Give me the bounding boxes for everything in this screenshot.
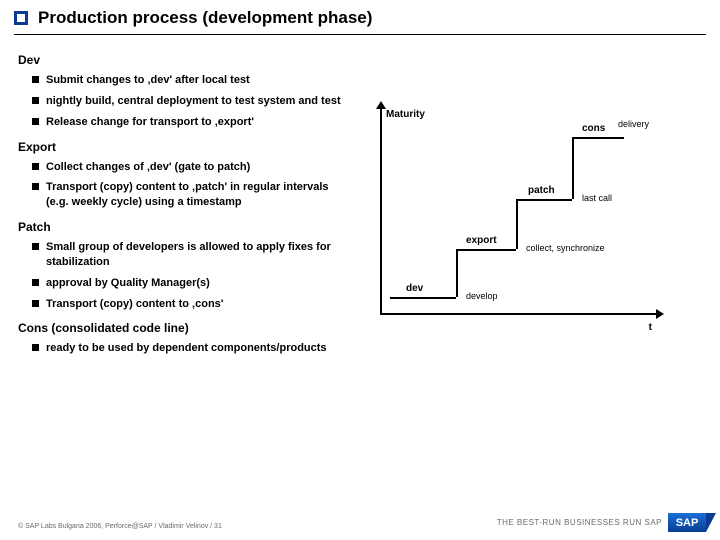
y-axis-label: Maturity <box>386 109 425 120</box>
content: Dev Submit changes to ‚dev' after local … <box>0 35 720 362</box>
riser-patch-cons <box>572 137 574 199</box>
brand-footer: THE BEST-RUN BUSINESSES RUN SAP SAP <box>497 513 706 532</box>
step-patch <box>516 199 572 201</box>
list-item: Transport (copy) content to ‚patch' in r… <box>32 180 348 210</box>
section-heading-dev: Dev <box>18 53 348 67</box>
annot-collect: collect, synchronize <box>526 243 605 253</box>
list-item: Release change for transport to ‚export' <box>32 115 348 130</box>
step-label-dev: dev <box>406 283 423 294</box>
right-column: Maturity t dev develop export collect, s… <box>348 53 688 362</box>
bullet-list-patch: Small group of developers is allowed to … <box>18 240 348 311</box>
left-column: Dev Submit changes to ‚dev' after local … <box>18 53 348 362</box>
list-item: Transport (copy) content to ‚cons' <box>32 297 348 312</box>
bullet-list-cons: ready to be used by dependent components… <box>18 341 348 356</box>
footer-text: © SAP Labs Bulgaria 2006, Perforce@SAP /… <box>18 523 222 530</box>
section-heading-cons: Cons (consolidated code line) <box>18 321 348 335</box>
bullet-list-export: Collect changes of ‚dev' (gate to patch)… <box>18 160 348 211</box>
step-dev <box>390 297 456 299</box>
list-item: Small group of developers is allowed to … <box>32 240 348 270</box>
annot-delivery: delivery <box>618 119 649 129</box>
riser-dev-export <box>456 249 458 297</box>
maturity-chart: Maturity t dev develop export collect, s… <box>356 109 656 339</box>
title-marker-icon <box>14 11 28 25</box>
page-title: Production process (development phase) <box>38 8 372 28</box>
x-axis-label: t <box>649 322 652 333</box>
sap-logo-icon: SAP <box>668 513 706 532</box>
bullet-list-dev: Submit changes to ‚dev' after local test… <box>18 73 348 130</box>
title-bar: Production process (development phase) <box>0 0 720 32</box>
brand-tagline: THE BEST-RUN BUSINESSES RUN SAP <box>497 518 662 527</box>
x-axis <box>380 313 656 315</box>
list-item: approval by Quality Manager(s) <box>32 276 348 291</box>
y-axis <box>380 109 382 315</box>
step-label-patch: patch <box>528 185 555 196</box>
annot-develop: develop <box>466 291 498 301</box>
section-heading-export: Export <box>18 140 348 154</box>
section-heading-patch: Patch <box>18 220 348 234</box>
step-cons <box>572 137 624 139</box>
step-label-cons: cons <box>582 123 605 134</box>
list-item: Submit changes to ‚dev' after local test <box>32 73 348 88</box>
step-export <box>456 249 516 251</box>
riser-export-patch <box>516 199 518 249</box>
list-item: ready to be used by dependent components… <box>32 341 348 356</box>
list-item: nightly build, central deployment to tes… <box>32 94 348 109</box>
step-label-export: export <box>466 235 497 246</box>
list-item: Collect changes of ‚dev' (gate to patch) <box>32 160 348 175</box>
annot-lastcall: last call <box>582 193 612 203</box>
